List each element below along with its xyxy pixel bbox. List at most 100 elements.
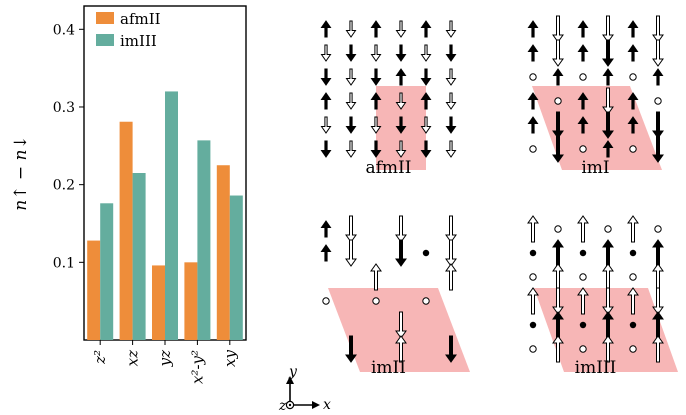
site-circle xyxy=(654,97,662,105)
spin-arrow xyxy=(370,44,382,62)
spin-arrow xyxy=(395,311,407,339)
spin-arrow xyxy=(577,44,589,62)
site-circle xyxy=(629,345,637,353)
spin-arrow xyxy=(527,215,539,243)
spin-arrow xyxy=(652,287,664,315)
spin-arrow xyxy=(445,68,457,86)
spin-arrow xyxy=(320,244,332,262)
spin-arrow xyxy=(552,15,564,43)
site-dot xyxy=(422,249,430,257)
legend-swatch xyxy=(96,12,114,24)
spin-arrow xyxy=(445,116,457,134)
site-circle xyxy=(579,73,587,81)
bar-afmII xyxy=(216,165,230,340)
spin-arrow xyxy=(320,20,332,38)
spin-arrow xyxy=(577,287,589,315)
bar-imIII xyxy=(229,195,243,340)
spin-arrow xyxy=(420,44,432,62)
spin-arrow xyxy=(577,116,589,134)
spin-arrow xyxy=(602,39,614,67)
spin-arrow xyxy=(345,116,357,134)
bar-imIII xyxy=(197,140,211,340)
site-circle xyxy=(579,273,587,281)
panel-imIII: imIII xyxy=(527,215,678,378)
legend-swatch xyxy=(96,34,114,46)
spin-arrow xyxy=(552,239,564,267)
spin-arrow xyxy=(445,335,457,363)
y-axis-letter: y xyxy=(288,364,298,380)
panel-imI: imI xyxy=(527,15,664,178)
bar-afmII xyxy=(152,265,165,340)
spin-arrow xyxy=(345,92,357,110)
spin-arrow xyxy=(370,92,382,110)
spin-arrow xyxy=(445,92,457,110)
site-dot xyxy=(579,321,587,329)
x-tick-label: x²-y² xyxy=(188,350,206,384)
spin-arrow xyxy=(627,287,639,315)
spin-arrow xyxy=(652,311,664,339)
spin-arrow xyxy=(527,287,539,315)
spin-arrow xyxy=(652,135,664,163)
site-dot xyxy=(529,249,537,257)
bar-imIII xyxy=(165,91,178,340)
spin-arrow xyxy=(395,239,407,267)
spin-arrow xyxy=(652,111,664,139)
spin-arrow xyxy=(552,135,564,163)
panel-label: afmII xyxy=(366,158,412,178)
site-circle xyxy=(629,73,637,81)
x-tick-label: z² xyxy=(91,350,109,365)
bar-afmII xyxy=(87,240,101,340)
z-axis-dot xyxy=(288,403,292,407)
spin-arrow xyxy=(320,116,332,134)
spin-arrow xyxy=(602,15,614,43)
spin-arrow xyxy=(320,92,332,110)
legend-label: imIII xyxy=(120,32,157,50)
spin-arrow xyxy=(345,335,357,363)
spin-arrow xyxy=(652,335,664,363)
spin-arrow xyxy=(370,68,382,86)
spin-arrow xyxy=(395,20,407,38)
site-circle xyxy=(579,345,587,353)
spin-arrow xyxy=(602,87,614,115)
y-arrowhead xyxy=(286,376,294,384)
spin-arrow xyxy=(445,263,457,291)
site-dot xyxy=(629,321,637,329)
spin-arrow xyxy=(420,68,432,86)
spin-panels: afmII imI imII imIII xyxy=(320,15,678,378)
spin-arrow xyxy=(552,335,564,363)
spin-arrow xyxy=(577,215,589,243)
spin-arrow xyxy=(577,92,589,110)
x-tick-label: yz xyxy=(156,350,174,367)
spin-arrow xyxy=(395,335,407,363)
spin-arrow xyxy=(395,92,407,110)
spin-arrow xyxy=(445,215,457,243)
spin-arrow xyxy=(370,116,382,134)
spin-arrow xyxy=(552,311,564,339)
x-axis-letter: x xyxy=(323,397,331,413)
spin-arrow xyxy=(420,116,432,134)
x-tick-label: xy xyxy=(221,349,239,366)
bar-imIII xyxy=(132,173,146,340)
spin-arrow xyxy=(345,215,357,243)
spin-arrow xyxy=(345,140,357,158)
spin-arrow xyxy=(420,92,432,110)
site-circle xyxy=(629,145,637,153)
bar-afmII xyxy=(119,121,133,340)
site-circle xyxy=(579,145,587,153)
panel-label: imIII xyxy=(575,358,617,378)
spin-arrow xyxy=(527,20,539,38)
spin-arrow xyxy=(345,44,357,62)
site-circle xyxy=(529,73,537,81)
spin-arrow xyxy=(627,44,639,62)
spin-arrow xyxy=(652,68,664,86)
spin-arrow xyxy=(395,140,407,158)
spin-arrow xyxy=(320,68,332,86)
panel-label: imI xyxy=(581,158,609,178)
panel-imII: imII xyxy=(320,215,470,378)
spin-arrow xyxy=(420,140,432,158)
spin-arrow xyxy=(345,239,357,267)
spin-arrow xyxy=(627,215,639,243)
y-axis-label: n↑ − n↓ xyxy=(11,135,31,210)
site-circle xyxy=(529,273,537,281)
